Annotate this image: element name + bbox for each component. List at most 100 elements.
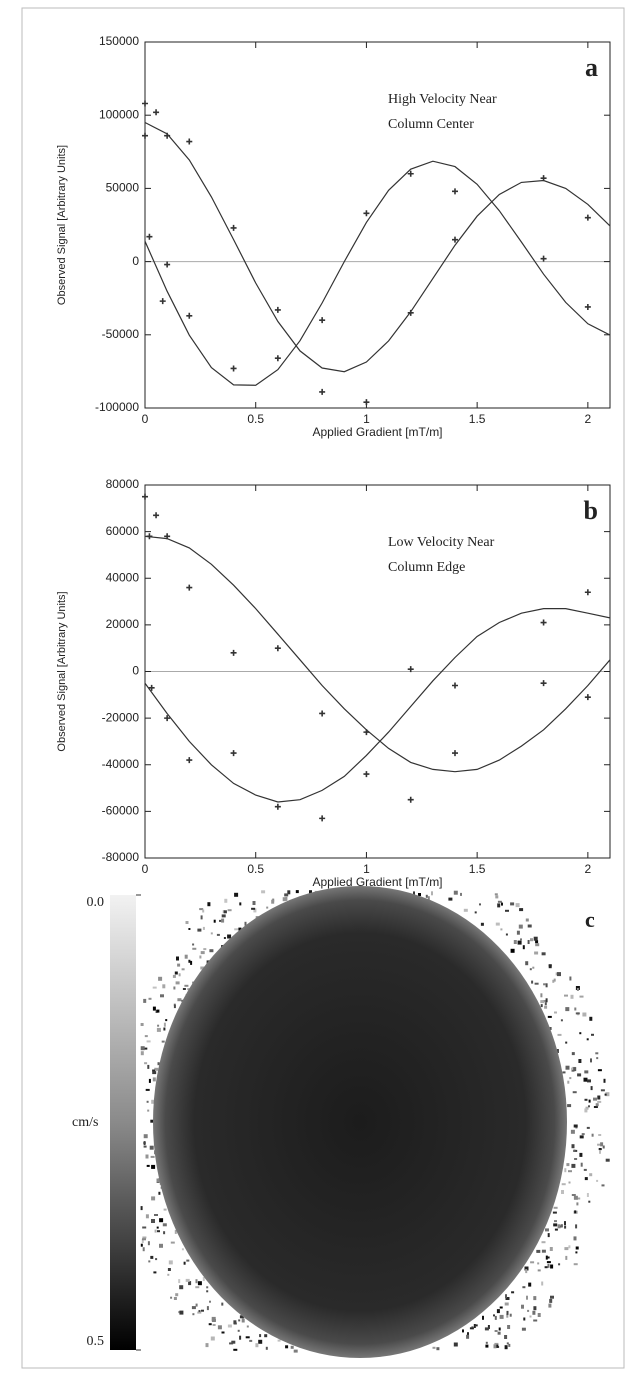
- data-point: [142, 100, 148, 107]
- speckle-dot: [144, 1062, 148, 1065]
- speckle-dot: [150, 1255, 154, 1259]
- speckle-dot: [213, 919, 216, 923]
- speckle-dot: [546, 1261, 551, 1264]
- speckle-dot: [598, 1134, 602, 1136]
- data-point: [452, 750, 458, 757]
- speckle-dot: [500, 928, 503, 931]
- speckle-dot: [216, 933, 220, 936]
- speckle-dot: [591, 1033, 594, 1036]
- speckle-dot: [582, 1012, 587, 1017]
- x-tick-label: 0.5: [247, 412, 264, 426]
- speckle-dot: [494, 1342, 499, 1345]
- speckle-dot: [583, 1168, 587, 1171]
- speckle-dot: [143, 998, 147, 1003]
- fit-curve: [145, 608, 610, 803]
- speckle-dot: [564, 1247, 569, 1251]
- speckle-dot: [571, 1052, 575, 1056]
- speckle-dot: [571, 1163, 576, 1168]
- speckle-dot: [453, 1342, 458, 1347]
- speckle-dot: [482, 1315, 484, 1320]
- speckle-dot: [153, 1271, 157, 1274]
- speckle-dot: [545, 983, 548, 988]
- speckle-dot: [173, 1003, 176, 1006]
- speckle-dot: [497, 900, 502, 903]
- speckle-dot: [148, 1078, 151, 1083]
- speckle-dot: [199, 908, 204, 911]
- speckle-dot: [475, 1324, 478, 1327]
- speckle-dot: [520, 938, 522, 941]
- data-point: [164, 715, 171, 722]
- speckle-dot: [231, 1340, 236, 1344]
- speckle-dot: [564, 1168, 567, 1173]
- speckle-dot: [573, 1124, 578, 1128]
- speckle-dot: [264, 1334, 268, 1338]
- data-point: [540, 255, 547, 262]
- y-tick-label: -80000: [102, 850, 140, 864]
- speckle-dot: [151, 1196, 156, 1201]
- speckle-dot: [146, 1164, 150, 1167]
- speckle-dot: [142, 1247, 145, 1252]
- speckle-dot: [147, 1064, 150, 1069]
- speckle-dot: [177, 998, 182, 1002]
- speckle-dot: [584, 1108, 588, 1113]
- speckle-dot: [506, 1310, 509, 1315]
- speckle-dot: [200, 915, 203, 920]
- speckle-dot: [600, 1142, 604, 1147]
- x-tick-label: 1: [363, 862, 370, 876]
- data-point: [274, 645, 281, 652]
- speckle-dot: [469, 1327, 474, 1330]
- speckle-dot: [573, 1149, 576, 1152]
- speckle-dot: [564, 1225, 567, 1229]
- speckle-dot: [173, 1297, 177, 1300]
- speckle-dot: [598, 1148, 602, 1151]
- speckle-dot: [541, 1241, 546, 1244]
- speckle-dot: [259, 1334, 262, 1338]
- speckle-dot: [573, 1263, 578, 1266]
- speckle-dot: [202, 1277, 205, 1281]
- speckle-dot: [173, 1005, 176, 1009]
- speckle-dot: [253, 908, 257, 913]
- speckle-dot: [265, 1346, 268, 1350]
- speckle-dot: [159, 1243, 163, 1248]
- speckle-dot: [575, 1012, 580, 1015]
- speckle-dot: [549, 1027, 552, 1030]
- data-point: [319, 710, 326, 717]
- speckle-dot: [156, 1009, 160, 1013]
- data-point: [142, 493, 148, 500]
- speckle-dot: [497, 903, 501, 908]
- speckle-dot: [577, 1073, 582, 1077]
- speckle-dot: [146, 1040, 151, 1043]
- speckle-dot: [255, 916, 259, 919]
- speckle-dot: [190, 960, 193, 965]
- speckle-dot: [493, 1344, 497, 1349]
- speckle-dot: [474, 911, 477, 914]
- y-tick-label: 150000: [99, 34, 139, 48]
- speckle-dot: [531, 980, 534, 984]
- speckle-dot: [227, 909, 232, 912]
- speckle-dot: [173, 986, 176, 990]
- speckle-dot: [584, 1177, 588, 1181]
- speckle-dot: [251, 907, 256, 910]
- speckle-dot: [156, 1226, 159, 1229]
- speckle-dot: [195, 1279, 198, 1284]
- speckle-dot: [192, 1313, 195, 1316]
- speckle-dot: [558, 1263, 561, 1266]
- speckle-dot: [556, 1049, 559, 1053]
- speckle-dot: [140, 1206, 143, 1211]
- speckle-dot: [188, 959, 191, 963]
- speckle-dot: [160, 994, 164, 998]
- speckle-dot: [198, 1310, 201, 1313]
- speckle-dot: [566, 1163, 570, 1167]
- speckle-dot: [158, 1191, 161, 1195]
- panel-label: a: [585, 53, 598, 82]
- y-tick-label: 40000: [106, 570, 140, 584]
- speckle-dot: [462, 1329, 464, 1333]
- speckle-dot: [533, 1306, 537, 1311]
- speckle-dot: [496, 1309, 500, 1314]
- data-point: [540, 619, 547, 626]
- speckle-dot: [545, 1255, 548, 1260]
- speckle-dot: [149, 1145, 154, 1150]
- speckle-dot: [595, 1052, 599, 1055]
- data-point: [319, 388, 326, 395]
- speckle-dot: [233, 1322, 237, 1325]
